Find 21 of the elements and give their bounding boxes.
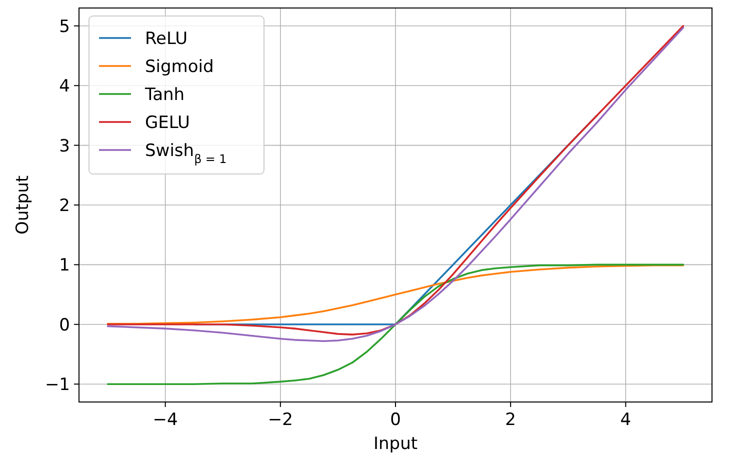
legend-label: ReLU: [145, 28, 188, 49]
line-series: [106, 264, 684, 385]
legend-label: Swish$_{β = 1}$: [145, 140, 227, 166]
x-tick-label: 2: [505, 410, 516, 430]
x-tick-label: 4: [620, 410, 632, 430]
line-series: [106, 264, 684, 325]
y-tick-label: 1: [59, 256, 70, 276]
x-tick-label: 0: [390, 410, 401, 430]
legend-label: GELU: [145, 112, 190, 133]
x-tick-label: −2: [268, 410, 293, 430]
x-tick-label: −4: [152, 410, 178, 430]
legend-label: Sigmoid: [145, 56, 214, 77]
legend-label: Tanh: [144, 84, 185, 105]
y-axis-title: Output: [13, 175, 33, 235]
y-tick-label: 2: [59, 196, 70, 216]
y-tick-label: 0: [59, 315, 70, 336]
x-axis-title: Input: [373, 434, 418, 454]
y-tick-label: 3: [59, 136, 70, 156]
y-tick-label: 5: [59, 16, 70, 37]
y-tick-label: 4: [59, 76, 70, 97]
y-tick-label: −1: [44, 375, 70, 396]
